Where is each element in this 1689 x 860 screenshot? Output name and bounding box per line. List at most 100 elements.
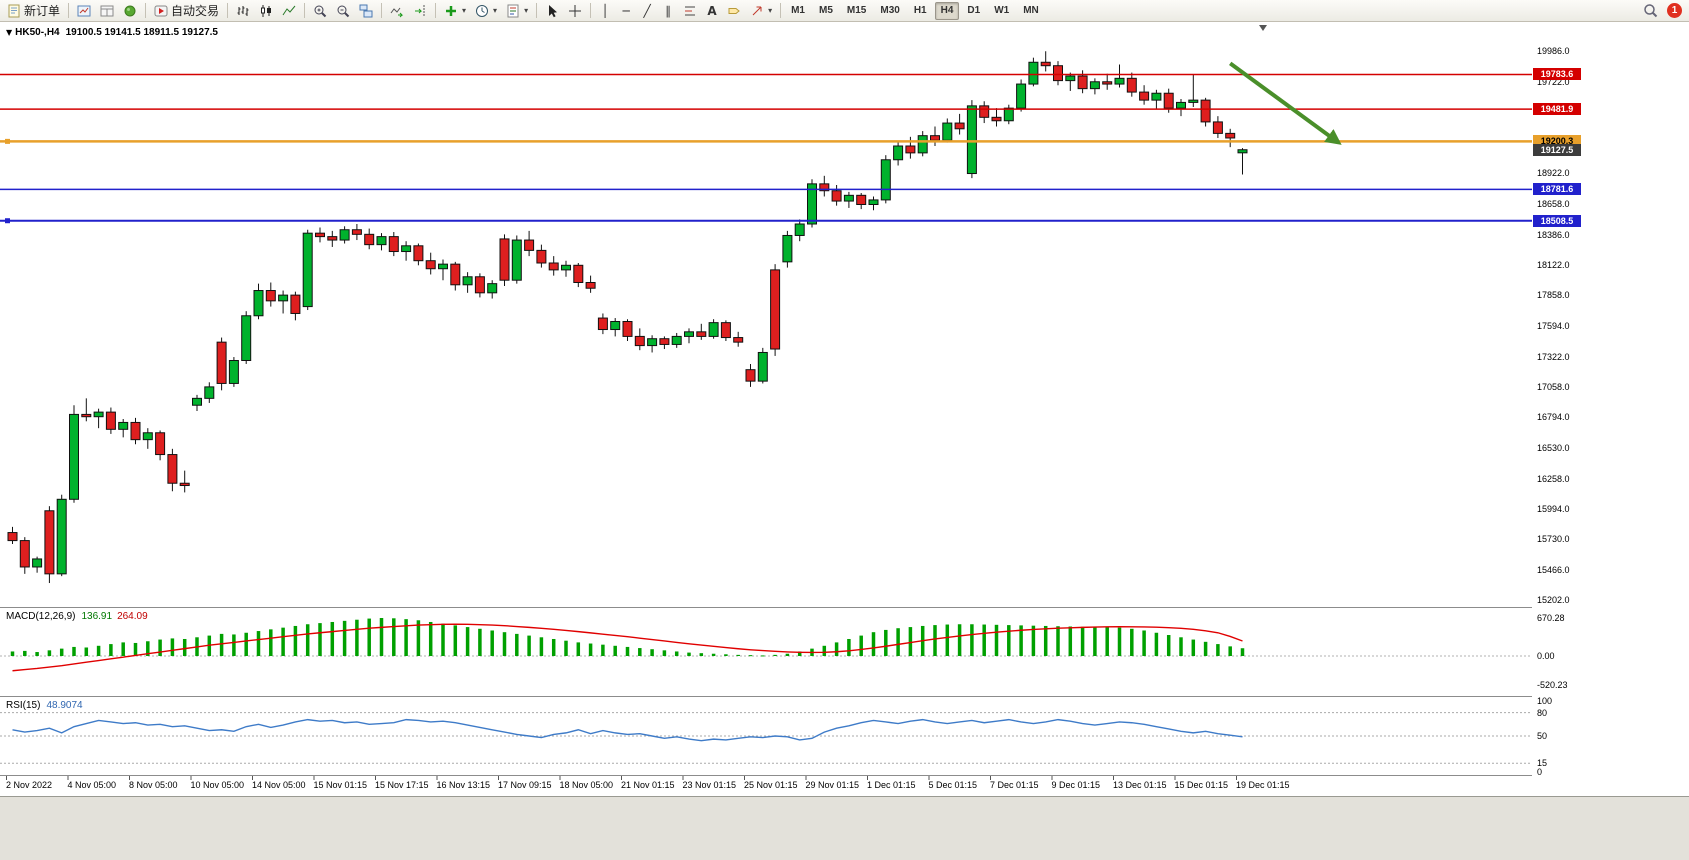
- candle: [1200, 97, 1211, 127]
- price-tick-label: 15994.0: [1537, 504, 1570, 515]
- price-axis[interactable]: 19986.019722.019458.019194.018922.018658…: [1532, 22, 1689, 796]
- rsi-title: RSI(15): [6, 700, 41, 711]
- timeframe-m15-button[interactable]: M15: [841, 2, 872, 20]
- navigator-button[interactable]: [119, 1, 141, 21]
- price-tick-label: 19722.0: [1537, 76, 1570, 87]
- candle: [696, 323, 707, 340]
- candle: [548, 256, 559, 276]
- search-button[interactable]: [1639, 1, 1662, 21]
- time-axis-label: 9 Dec 01:15: [1052, 780, 1101, 790]
- timeframe-m1-button[interactable]: M1: [785, 2, 811, 20]
- toolbar-separator: [68, 3, 70, 18]
- auto-trading-button[interactable]: 自动交易: [150, 1, 223, 21]
- templates-button[interactable]: ▾: [502, 1, 532, 21]
- channel-tool-button[interactable]: ∥: [658, 1, 678, 21]
- zoom-in-button[interactable]: [309, 1, 331, 21]
- candle: [634, 328, 645, 351]
- time-axis-label: 21 Nov 01:15: [621, 780, 675, 790]
- tile-windows-button[interactable]: [355, 1, 377, 21]
- chart-collapse-icon[interactable]: ▼: [6, 28, 13, 37]
- text-tool-button[interactable]: A: [702, 1, 722, 21]
- candle: [1102, 73, 1113, 90]
- toolbar-separator: [227, 3, 229, 18]
- notification-badge[interactable]: 1: [1667, 3, 1682, 18]
- indicators-button[interactable]: ▾: [440, 1, 470, 21]
- periods-button[interactable]: ▾: [471, 1, 501, 21]
- candle: [19, 537, 30, 574]
- candle: [671, 332, 682, 348]
- trend-arrow-object[interactable]: [1229, 61, 1342, 145]
- auto-scroll-icon: [390, 4, 404, 18]
- chart-canvas[interactable]: 2 Nov 2022 4 Nov 05:00 8 Nov 05:00 10 Nov 0…: [0, 22, 1689, 796]
- new-order-button[interactable]: 新订单: [3, 1, 64, 21]
- horizontal-line-tool-button[interactable]: ─: [616, 1, 636, 21]
- indicators-caret-icon[interactable]: ▾: [462, 6, 467, 15]
- rsi-axis-label: 0: [1537, 767, 1543, 777]
- cursor-icon: [545, 4, 559, 18]
- candlestick-icon: [259, 4, 273, 18]
- zoom-in-icon: [313, 4, 327, 18]
- timeframe-w1-button[interactable]: W1: [988, 2, 1015, 20]
- periods-icon: [475, 4, 489, 18]
- templates-caret-icon[interactable]: ▾: [524, 6, 529, 15]
- text-tool-icon: A: [707, 3, 717, 18]
- crosshair-button[interactable]: [564, 1, 586, 21]
- candle: [216, 337, 227, 391]
- candle: [487, 280, 498, 299]
- chart-shift-marker[interactable]: [1259, 25, 1267, 31]
- chart-shift-button[interactable]: [409, 1, 431, 21]
- candle: [388, 232, 399, 257]
- timeframe-d1-button[interactable]: D1: [961, 2, 986, 20]
- price-tick-label: 19986.0: [1537, 46, 1570, 57]
- toolbar-separator: [590, 3, 592, 18]
- candle: [770, 264, 781, 356]
- macd-title: MACD(12,26,9): [6, 611, 76, 622]
- periods-caret-icon[interactable]: ▾: [493, 6, 498, 15]
- candle: [265, 282, 276, 307]
- vertical-line-tool-button[interactable]: │: [595, 1, 615, 21]
- line-anchor-handle[interactable]: [5, 218, 10, 224]
- timeframe-m5-button[interactable]: M5: [813, 2, 839, 20]
- candle: [905, 136, 916, 159]
- data-window-button[interactable]: [96, 1, 118, 21]
- candle: [1225, 128, 1236, 148]
- cursor-button[interactable]: [541, 1, 563, 21]
- candlestick-button[interactable]: [255, 1, 277, 21]
- arrows-tool-button[interactable]: ▾: [746, 1, 776, 21]
- timeframe-h4-button[interactable]: H4: [934, 1, 960, 20]
- arrows-caret-icon[interactable]: ▾: [768, 6, 773, 15]
- candle: [364, 228, 375, 250]
- label-tool-button[interactable]: [723, 1, 745, 21]
- line-chart-button[interactable]: [278, 1, 300, 21]
- zoom-out-button[interactable]: [332, 1, 354, 21]
- price-tick-label: 18122.0: [1537, 260, 1570, 271]
- macd-signal-line: [12, 623, 1243, 672]
- candle: [794, 219, 805, 242]
- trendline-tool-button[interactable]: ╱: [637, 1, 657, 21]
- time-axis-label: 19 Dec 01:15: [1236, 780, 1290, 790]
- macd-histogram: [10, 618, 1245, 657]
- label-tool-icon: [727, 4, 741, 18]
- price-line-badge: 18508.5: [1533, 214, 1581, 227]
- auto-scroll-button[interactable]: [386, 1, 408, 21]
- price-tick-label: 17322.0: [1537, 351, 1570, 362]
- toolbar-separator: [145, 3, 147, 18]
- timeframe-mn-button[interactable]: MN: [1017, 2, 1045, 20]
- bar-chart-button[interactable]: [232, 1, 254, 21]
- rsi-axis-label: 50: [1537, 731, 1548, 741]
- candle: [684, 328, 694, 344]
- fibonacci-tool-button[interactable]: [679, 1, 701, 21]
- price-tick-label: 17594.0: [1537, 320, 1570, 331]
- rsi-pane-label: RSI(15) 48.9074: [6, 700, 83, 711]
- candle: [1139, 85, 1150, 105]
- candle: [511, 235, 522, 284]
- price-tick-label: 16258.0: [1537, 473, 1570, 484]
- line-anchor-handle[interactable]: [5, 138, 10, 144]
- market-watch-button[interactable]: [73, 1, 95, 21]
- timeframe-h1-button[interactable]: H1: [908, 2, 933, 20]
- candle: [1212, 116, 1223, 138]
- rsi-axis-label: 15: [1537, 758, 1548, 769]
- timeframe-m30-button[interactable]: M30: [874, 2, 905, 20]
- candle: [290, 291, 301, 321]
